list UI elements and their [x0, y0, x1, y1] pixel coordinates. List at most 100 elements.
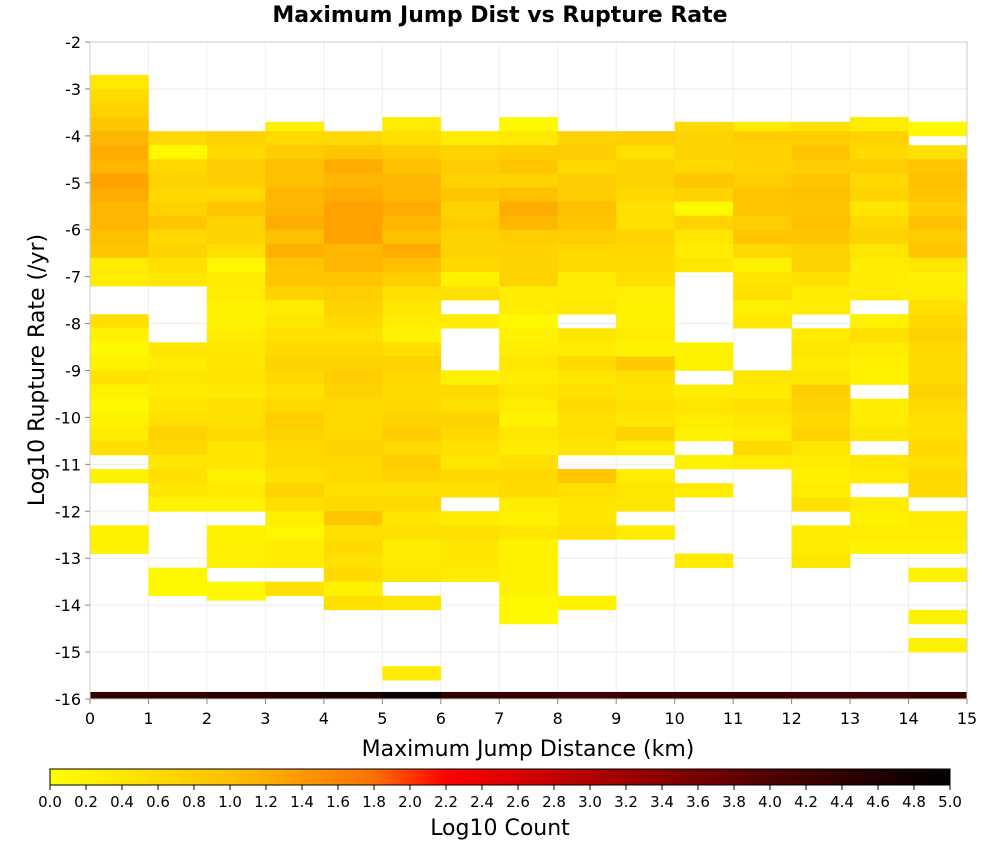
- heatmap-cell: [791, 426, 851, 442]
- heatmap-cell: [557, 229, 617, 245]
- heatmap-cell: [323, 469, 383, 484]
- heatmap-cell: [382, 243, 442, 259]
- heatmap-cell: [90, 131, 149, 146]
- x-axis-ticks: 0 1 2 3 4 5 6 7 8 9 10 11 12 13 14 15: [85, 699, 977, 728]
- heatmap-cell: [90, 173, 149, 188]
- heatmap-cell: [499, 187, 559, 202]
- heatmap-cell: [440, 511, 500, 526]
- heatmap-cell: [499, 398, 559, 414]
- heatmap-cell: [850, 469, 909, 484]
- heatmap-cell: [908, 314, 968, 329]
- heatmap-cell: [499, 342, 559, 357]
- heatmap-cell: [440, 370, 500, 385]
- heatmap-cell: [440, 159, 500, 174]
- heatmap-cell: [265, 173, 325, 188]
- heatmap-cell: [791, 229, 851, 245]
- heatmap-cell: [265, 497, 325, 512]
- x-tick-label: 1: [143, 709, 153, 728]
- heatmap-cell: [499, 539, 559, 554]
- heatmap-cell: [440, 243, 500, 259]
- heatmap-cell: [440, 201, 500, 216]
- heatmap-cell: [382, 497, 442, 512]
- heatmap-cell: [382, 187, 442, 202]
- heatmap-cell: [499, 525, 559, 540]
- heatmap-cell: [674, 691, 734, 699]
- heatmap-cell: [908, 483, 968, 498]
- heatmap-cell: [791, 497, 851, 512]
- heatmap-cell: [557, 271, 617, 287]
- heatmap-cell: [674, 243, 734, 259]
- heatmap-cell: [265, 440, 325, 456]
- heatmap-cell: [850, 145, 909, 160]
- heatmap-cell: [557, 691, 617, 699]
- heatmap-cell: [616, 412, 675, 428]
- heatmap-cell: [674, 398, 734, 414]
- heatmap-cell: [440, 257, 500, 273]
- heatmap-cell: [90, 314, 149, 329]
- heatmap-cell: [499, 145, 559, 160]
- x-axis-label: Maximum Jump Distance (km): [362, 737, 695, 762]
- heatmap-cell: [616, 131, 675, 146]
- heatmap-cell: [908, 300, 968, 315]
- heatmap-cell: [908, 215, 968, 231]
- heatmap-cell: [382, 595, 442, 611]
- heatmap-cell: [323, 426, 383, 442]
- heatmap-cell: [90, 187, 149, 202]
- heatmap-cell: [382, 356, 442, 371]
- heatmap-cell: [323, 511, 383, 526]
- heatmap-cell: [382, 131, 442, 146]
- heatmap-cell: [206, 370, 266, 385]
- heatmap-cell: [323, 356, 383, 371]
- heatmap-cell: [850, 356, 909, 371]
- heatmap-cell: [265, 300, 325, 315]
- heatmap-cell: [323, 454, 383, 470]
- heatmap-cell: [850, 131, 909, 146]
- heatmap-cell: [557, 131, 617, 146]
- heatmap-cell: [382, 469, 442, 484]
- heatmap-cell: [265, 257, 325, 273]
- heatmap-cell: [733, 300, 792, 315]
- heatmap-cell: [440, 173, 500, 188]
- x-tick-label: 5: [377, 709, 387, 728]
- heatmap-cell: [733, 454, 792, 470]
- heatmap-cell: [206, 314, 266, 329]
- colorbar-tick-label: 3.0: [578, 793, 602, 811]
- heatmap-cell: [557, 384, 617, 399]
- heatmap-cell: [206, 159, 266, 174]
- heatmap-cell: [791, 271, 851, 287]
- heatmap-cell: [616, 257, 675, 273]
- heatmap-cell: [733, 173, 792, 188]
- heatmap-cell: [265, 314, 325, 329]
- heatmap-cell: [206, 271, 266, 287]
- heatmap-cell: [908, 145, 968, 160]
- heatmap-cell: [908, 440, 968, 456]
- heatmap-cell: [850, 398, 909, 414]
- heatmap-cell: [265, 511, 325, 526]
- heatmap-cell: [499, 567, 559, 582]
- heatmap-cell: [440, 384, 500, 399]
- heatmap-cell: [791, 187, 851, 202]
- heatmap-cell: [616, 173, 675, 188]
- heatmap-cell: [616, 342, 675, 357]
- heatmap-cell: [791, 300, 851, 315]
- heatmap-cell: [499, 131, 559, 146]
- heatmap-cell: [908, 567, 968, 582]
- heatmap-cell: [206, 286, 266, 301]
- heatmap-cell: [206, 553, 266, 568]
- heatmap-cell: [90, 257, 149, 273]
- heatmap-cell: [908, 384, 968, 399]
- heatmap-cell: [674, 173, 734, 188]
- heatmap-cell: [90, 469, 149, 484]
- heatmap-cell: [382, 300, 442, 315]
- heatmap-cell: [148, 257, 208, 273]
- colorbar-tick-label: 4.8: [902, 793, 926, 811]
- heatmap-cell: [791, 370, 851, 385]
- colorbar-tick-label: 2.6: [506, 793, 530, 811]
- heatmap-cell: [90, 412, 149, 428]
- heatmap-cell: [148, 243, 208, 259]
- heatmap-cell: [323, 412, 383, 428]
- heatmap-cell: [733, 187, 792, 202]
- heatmap-cell: [733, 145, 792, 160]
- heatmap-cell: [557, 426, 617, 442]
- colorbar-tick-label: 1.0: [218, 793, 242, 811]
